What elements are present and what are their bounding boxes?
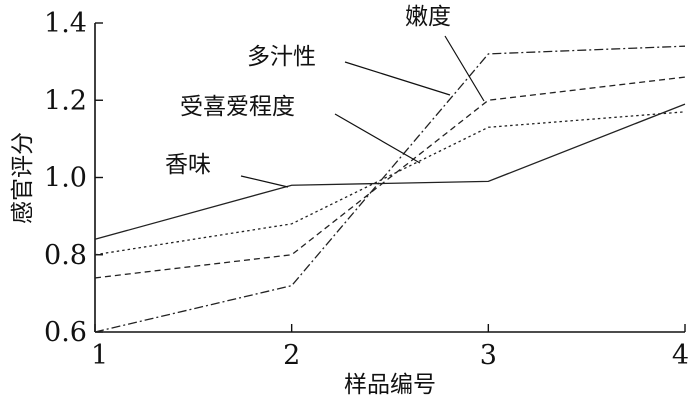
leader-line: [344, 61, 451, 96]
series-label-group: 香味 受喜爱程度 多汁性 嫩度: [165, 4, 485, 188]
series-line: [94, 45, 686, 333]
series-line: [94, 76, 686, 279]
series-label: 受喜爱程度: [180, 94, 295, 120]
leader-line: [444, 35, 485, 102]
series-label: 多汁性: [247, 44, 316, 70]
leader-line: [240, 175, 289, 188]
series-line: [94, 103, 686, 240]
y-tick-label: 1.0: [44, 163, 87, 194]
y-tick-label: 0.6: [44, 317, 87, 348]
series-group: [94, 45, 686, 333]
series-line: [94, 111, 686, 256]
x-axis-title: 样品编号: [344, 372, 436, 398]
x-tick-label: 2: [283, 340, 300, 371]
series-label: 香味: [165, 152, 211, 178]
x-tick-label: 3: [480, 340, 497, 371]
series-label: 嫩度: [405, 4, 451, 30]
x-tick-label: 4: [672, 340, 689, 371]
tick-group: 0.6 0.8 1.0 1.2 1.4 1 2 3 4: [44, 8, 689, 371]
y-axis-title: 感官评分: [10, 132, 36, 224]
y-tick-label: 1.2: [44, 85, 87, 116]
leader-line: [334, 113, 421, 164]
y-tick-label: 0.8: [44, 240, 87, 271]
x-tick-label: 1: [91, 340, 108, 371]
y-tick-label: 1.4: [44, 8, 87, 39]
